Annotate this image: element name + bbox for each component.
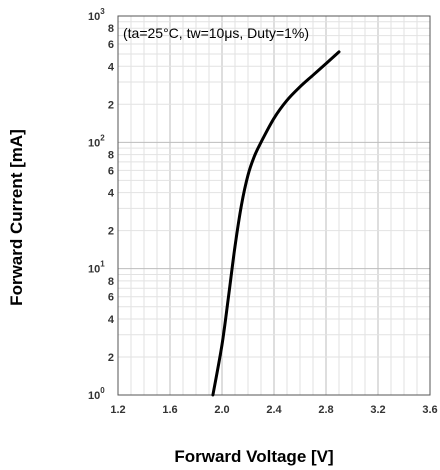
- x-tick-label: 3.2: [370, 404, 385, 416]
- iv-curve: [211, 50, 341, 397]
- y-decade-tick-label: 102: [88, 133, 105, 149]
- x-tick-label: 2.8: [318, 404, 333, 416]
- x-tick-label: 2.4: [266, 404, 282, 416]
- y-minor-tick-label: 2: [108, 226, 114, 238]
- grid-lines: [117, 16, 431, 396]
- y-minor-tick-label: 6: [108, 165, 114, 177]
- series-layer: [211, 50, 341, 397]
- y-minor-tick-label: 2: [108, 352, 114, 364]
- y-minor-tick-label: 6: [108, 39, 114, 51]
- tick-labels: 1.2 1.6 2.0 2.4 2.8 3.2 3.6 100 101 102 103 2 4 6 8 2 4 6…: [88, 7, 438, 416]
- conditions-annotation: (ta=25°C, tw=10μs, Duty=1%): [123, 25, 309, 41]
- y-decade-tick-label: 101: [88, 260, 105, 276]
- y-decade-tick-label: 100: [88, 386, 105, 402]
- x-tick-label: 2.0: [214, 404, 229, 416]
- y-minor-tick-label: 4: [108, 61, 115, 73]
- y-minor-tick-label: 4: [108, 188, 115, 200]
- y-axis-label: Forward Current [mA]: [7, 129, 26, 306]
- y-minor-tick-label: 8: [108, 276, 114, 288]
- y-minor-tick-label: 2: [108, 99, 114, 111]
- x-tick-label: 3.6: [422, 404, 437, 416]
- y-minor-tick-label: 8: [108, 150, 114, 162]
- plot-frame: [117, 15, 431, 396]
- x-axis-label: Forward Voltage [V]: [174, 447, 333, 466]
- y-decade-tick-label: 103: [88, 7, 105, 23]
- x-tick-label: 1.6: [162, 404, 177, 416]
- y-minor-tick-label: 6: [108, 292, 114, 304]
- x-tick-label: 1.2: [110, 404, 125, 416]
- y-minor-tick-label: 8: [108, 23, 114, 35]
- y-minor-tick-label: 4: [108, 314, 115, 326]
